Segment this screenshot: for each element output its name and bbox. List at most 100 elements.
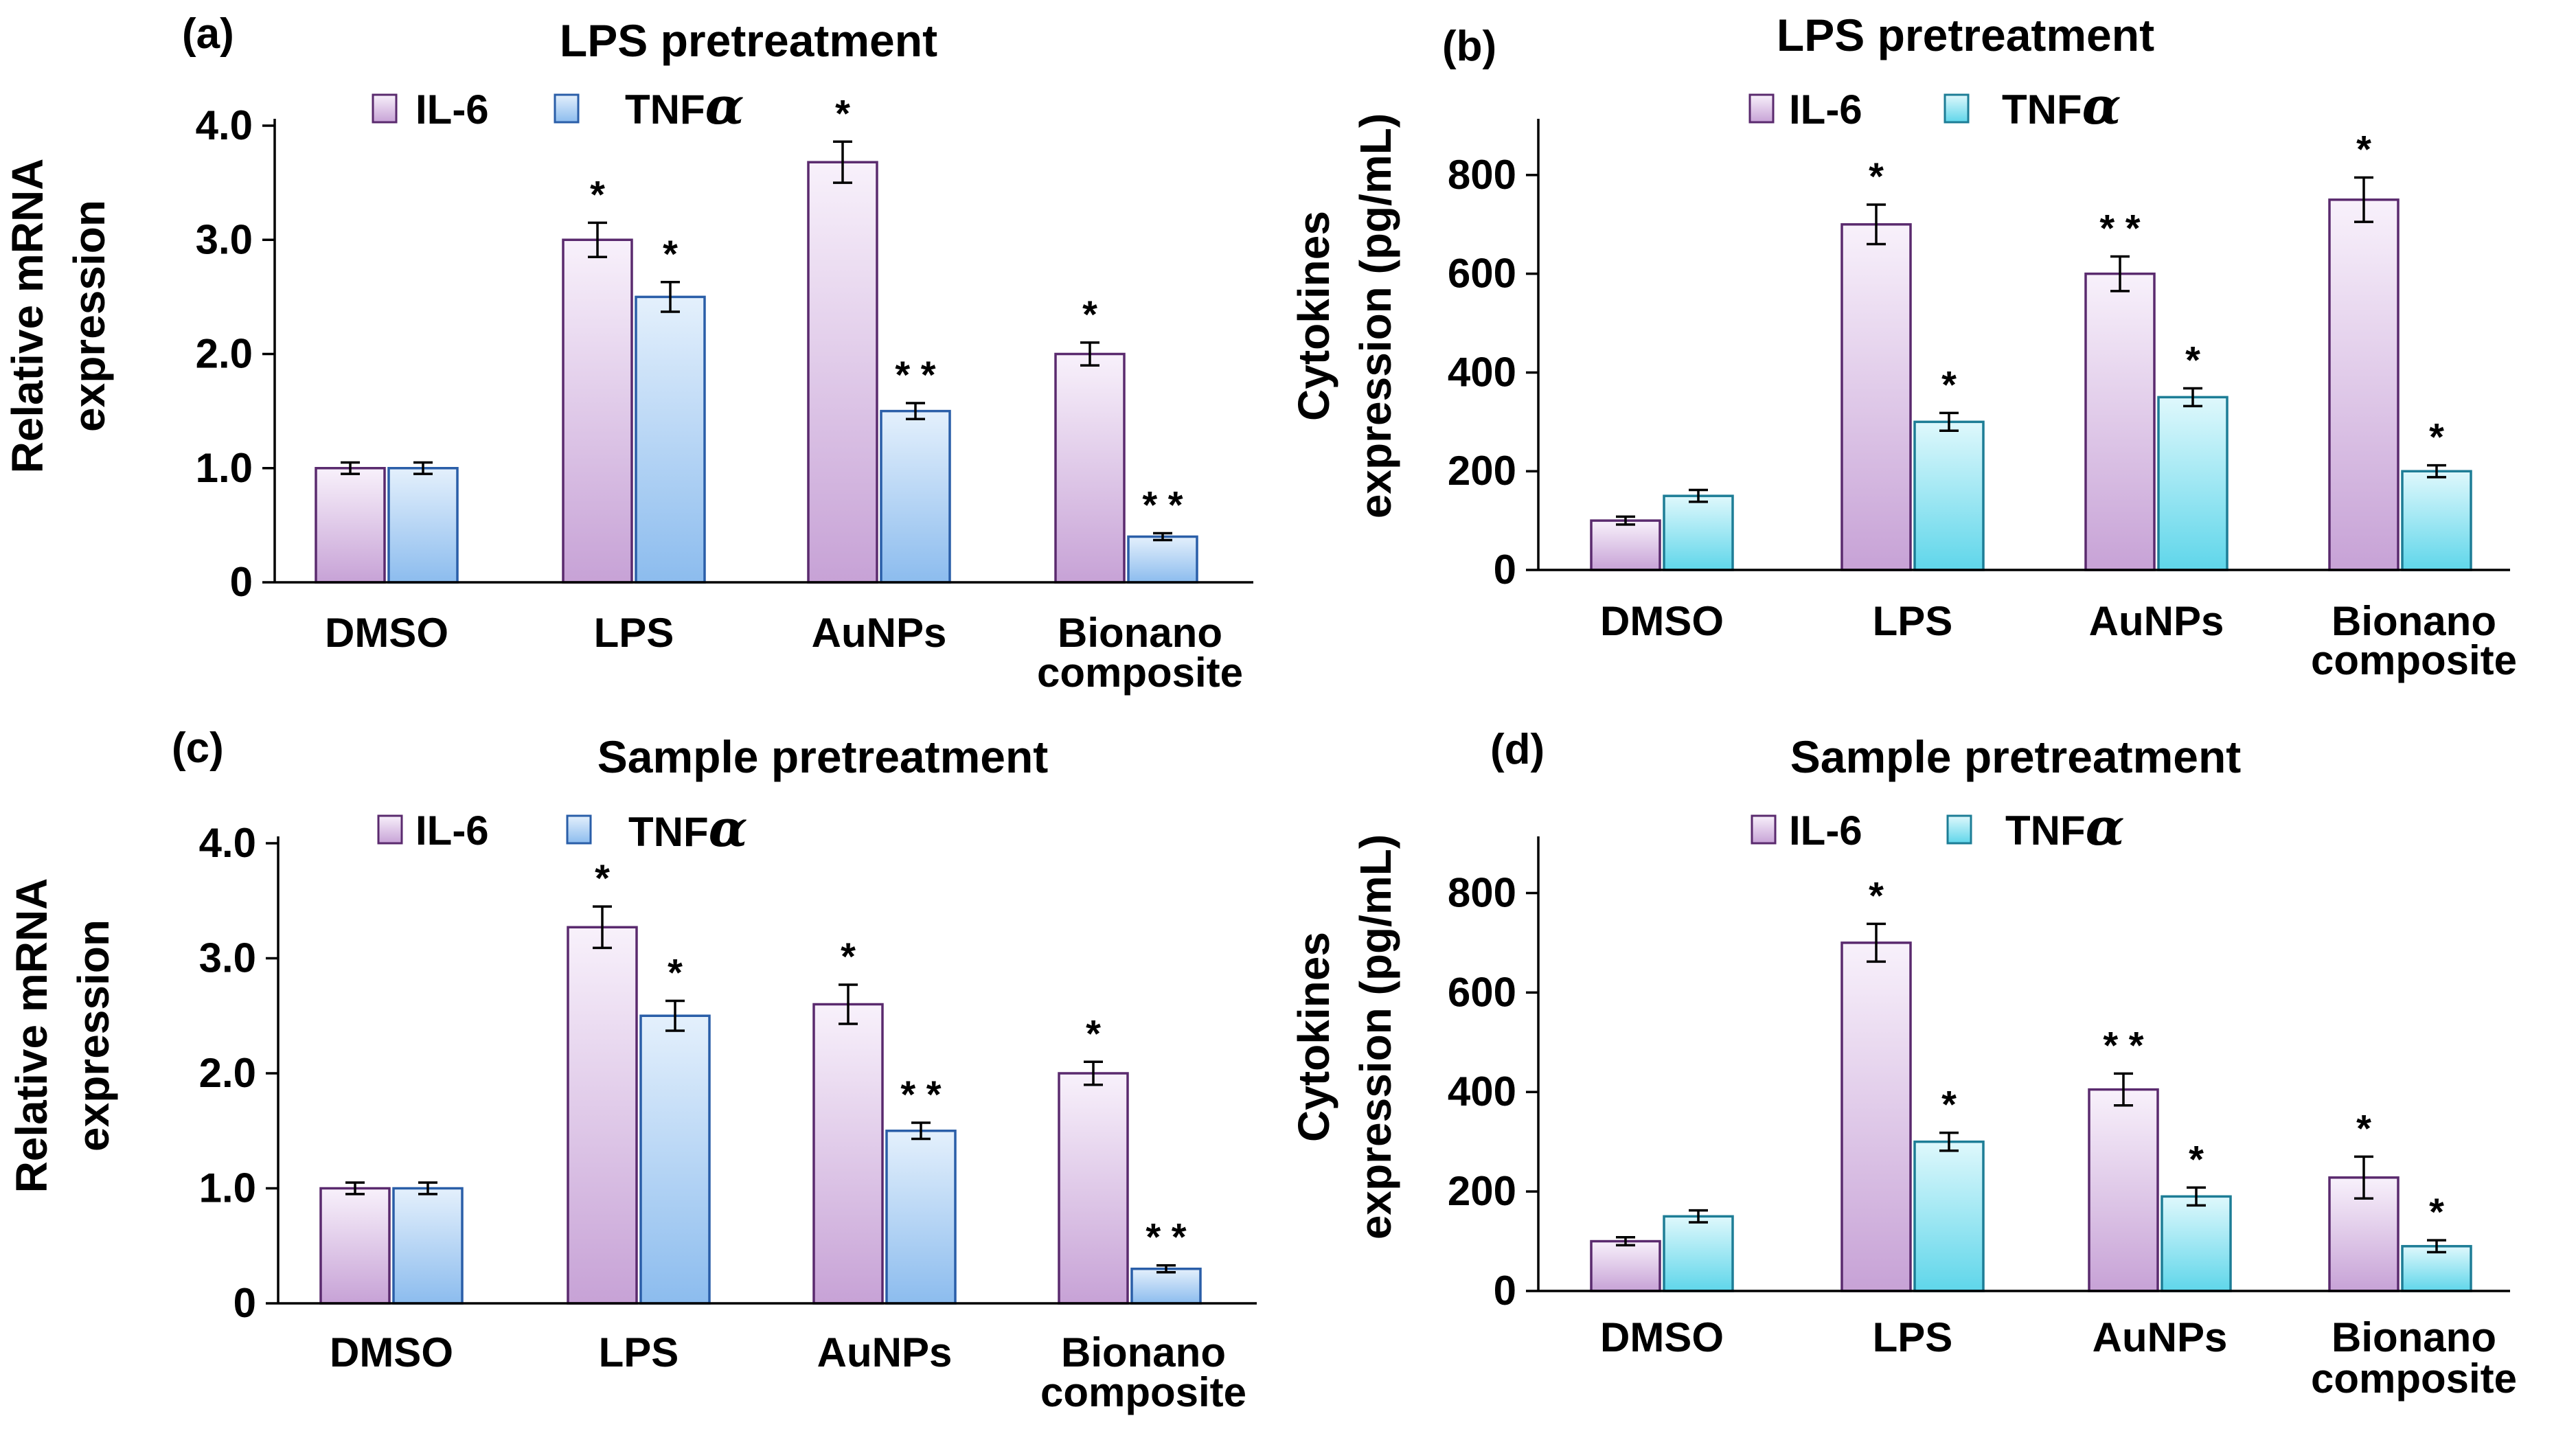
axes (1537, 119, 2510, 571)
legend-label-tnfa: TNFα (628, 799, 748, 858)
legend-swatch-il6 (1748, 93, 1775, 124)
legend: IL-6 TNFα (372, 77, 744, 136)
axes (1537, 836, 2510, 1292)
y-ticks: 0 200 400 600 800 (1448, 869, 1538, 1314)
y-tick-label: 2.0 (199, 1050, 256, 1096)
significance-mark: * * (900, 1073, 941, 1116)
significance-mark: * * (2099, 207, 2140, 250)
error-bar (1867, 203, 1886, 246)
bar-tnfa-0 (1663, 1215, 1734, 1292)
error-bar (2354, 1155, 2373, 1200)
x-category-label: Bionano (1061, 1329, 1226, 1375)
legend-swatch-il6 (372, 93, 398, 124)
panel-label: (a) (182, 10, 234, 58)
x-category-label: composite (2311, 1356, 2517, 1402)
bar-tnfa-3 (2401, 470, 2472, 571)
significance-mark: * (841, 935, 856, 978)
y-ticks: 0 1.0 2.0 3.0 4.0 (196, 102, 275, 605)
bar-il6-1 (567, 926, 638, 1305)
y-axis-label: Cytokines expression (pg/mL) (1289, 834, 1400, 1239)
panel-b: (b) LPS pretreatment IL-6 TNFα Cytokines… (1289, 10, 2517, 683)
chart-title: LPS pretreatment (1777, 10, 2154, 60)
significance-mark: * (835, 91, 850, 135)
legend-label-il6: IL-6 (1789, 87, 1862, 133)
y-tick-label: 0 (1494, 1268, 1516, 1314)
x-category-label: Bionano (2332, 1314, 2496, 1360)
x-category-label: LPS (594, 610, 674, 656)
x-category-label: LPS (1873, 1314, 1953, 1360)
significance-marks: * * * * * * * * (595, 856, 1187, 1259)
significance-mark: * * (895, 353, 935, 396)
legend-swatch-tnfa (554, 93, 580, 124)
error-bar (1616, 1236, 1635, 1247)
error-bar (2183, 387, 2202, 408)
axes (277, 836, 1257, 1305)
bar-tnfa-2 (2157, 396, 2229, 571)
bar-il6-3 (1058, 1072, 1129, 1305)
significance-mark: * (1869, 873, 1884, 917)
y-axis-label-line1: Relative mRNA (7, 878, 56, 1193)
legend-swatch-tnfa (566, 814, 592, 845)
bar-tnfa-2 (885, 1130, 957, 1305)
y-ticks: 0 1.0 2.0 3.0 4.0 (199, 820, 278, 1326)
x-category-label: LPS (1873, 598, 1953, 644)
significance-marks: * * * * * * * (1869, 873, 2444, 1233)
error-bar (593, 905, 612, 950)
chart-title: Sample pretreatment (597, 731, 1049, 782)
y-axis-label-line2: expression (pg/mL) (1351, 834, 1400, 1239)
error-bar (839, 983, 858, 1025)
bar-tnfa-1 (635, 295, 706, 584)
significance-mark: * (1941, 1083, 1957, 1126)
bars (319, 926, 1202, 1305)
error-bar (341, 461, 360, 475)
y-axis-label-line1: Relative mRNA (3, 159, 52, 474)
x-category-label: composite (1040, 1369, 1246, 1415)
x-category-label: Bionano (2332, 598, 2496, 644)
legend-swatch-tnfa (1944, 93, 1970, 124)
bar-il6-2 (812, 1003, 884, 1305)
y-tick-label: 3.0 (199, 935, 256, 981)
panel-label: (c) (172, 724, 224, 772)
error-bar (1084, 1060, 1103, 1086)
error-bar (2114, 1072, 2133, 1107)
bar-il6-1 (562, 238, 633, 584)
bar-il6-3 (1054, 352, 1126, 584)
legend-label-il6: IL-6 (1789, 808, 1862, 854)
bar-tnfa-2 (2161, 1195, 2232, 1292)
bar-tnfa-0 (392, 1187, 464, 1305)
bar-il6-2 (2084, 272, 2156, 571)
panel-d: (d) Sample pretreatment IL-6 TNFα Cytoki… (1289, 726, 2517, 1402)
y-tick-label: 400 (1448, 1068, 1516, 1114)
significance-mark: * (595, 856, 610, 900)
x-category-label: DMSO (325, 610, 448, 656)
y-tick-label: 4.0 (199, 820, 256, 866)
y-tick-label: 400 (1448, 349, 1516, 395)
legend: IL-6 TNFα (377, 799, 748, 858)
panel-c: (c) Sample pretreatment IL-6 TNFα Relati… (7, 724, 1257, 1415)
bar-il6-1 (1840, 223, 1912, 571)
y-axis-label-line1: Cytokines (1289, 932, 1338, 1142)
y-tick-label: 2.0 (196, 331, 253, 377)
significance-mark: * * (1145, 1215, 1186, 1259)
y-tick-label: 600 (1448, 251, 1516, 297)
significance-mark: * * (1142, 483, 1183, 527)
x-category-label: LPS (599, 1329, 679, 1375)
bar-il6-0 (1590, 1239, 1661, 1292)
error-bar (1939, 1131, 1959, 1152)
error-bar (1689, 488, 1708, 503)
x-category-label: AuNPs (812, 610, 947, 656)
y-tick-label: 4.0 (196, 102, 253, 148)
legend-swatch-tnfa (1946, 814, 1972, 845)
error-bar (413, 461, 433, 475)
significance-mark: * * (2103, 1023, 2143, 1066)
bar-tnfa-3 (1130, 1268, 1202, 1305)
y-tick-label: 0 (230, 559, 253, 605)
bar-il6-1 (1840, 941, 1912, 1292)
x-category-label: composite (2311, 637, 2517, 683)
bar-tnfa-1 (639, 1014, 711, 1305)
bar-il6-0 (1590, 519, 1661, 571)
significance-marks: * * * * * * * * (590, 91, 1183, 526)
